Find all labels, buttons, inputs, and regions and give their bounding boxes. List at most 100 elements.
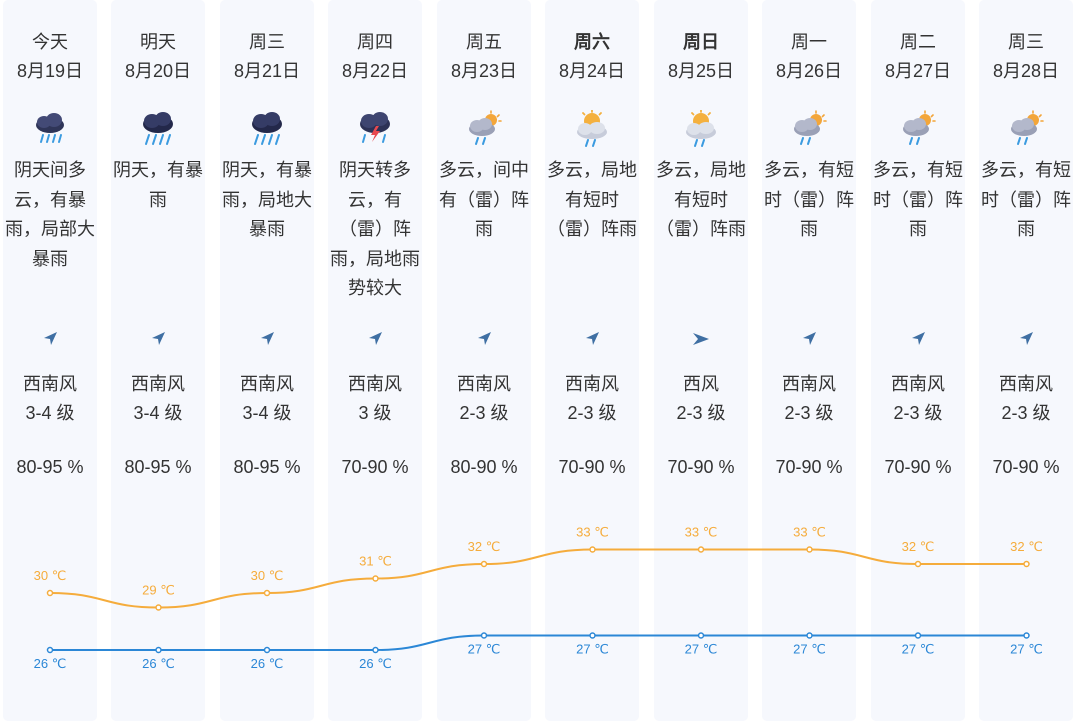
low-temp-point [697, 632, 705, 639]
high-temp-point [155, 604, 162, 611]
forecast-day-column: 周日 8月25日 多云，局地有短时（雷）阵雨 西风 2-3 级 70-90 % [654, 0, 748, 721]
wind-direction: 西南风 [23, 374, 77, 394]
wind-direction: 西南风 [457, 374, 511, 394]
sunny-cloud-shower-icon [577, 110, 607, 147]
weather-description: 多云，有短时（雷）阵雨 [873, 160, 963, 239]
high-temp-label: 33 ℃ [685, 525, 718, 540]
day-label: 明天 [140, 32, 176, 52]
wind-level: 2-3 级 [784, 403, 834, 423]
high-temp-line [49, 548, 1027, 609]
southwest-wind-arrow-icon [1020, 332, 1033, 345]
day-label: 周二 [900, 32, 936, 52]
low-temp-label: 26 ℃ [34, 656, 67, 671]
wind-direction: 西风 [683, 374, 719, 394]
high-temp-label: 32 ℃ [468, 539, 501, 554]
high-temp-label: 32 ℃ [902, 539, 935, 554]
day-label: 周三 [1008, 32, 1044, 52]
high-temp-label: 33 ℃ [793, 525, 826, 540]
forecast-day-column: 周三 8月28日 多云，有短时（雷）阵雨 西南风 2-3 级 70-90 % [979, 0, 1073, 721]
low-temp-point [46, 646, 54, 654]
wind-direction: 西南风 [131, 374, 185, 394]
humidity: 70-90 % [667, 457, 735, 477]
forecast-day-column: 周五 8月23日 多云，间中有（雷）阵雨 西南风 2-3 级 80-90 % [437, 0, 531, 721]
high-temp-point [46, 589, 54, 597]
west-wind-arrow-icon [693, 333, 709, 345]
high-temp-label: 30 ℃ [251, 568, 284, 583]
low-temp-point [589, 632, 596, 639]
weather-description: 多云，局地有短时（雷）阵雨 [656, 160, 746, 239]
weather-description: 多云，间中有（雷）阵雨 [439, 160, 529, 239]
high-temp-label: 30 ℃ [34, 568, 67, 583]
wind-level: 3 级 [358, 403, 392, 423]
day-label: 周五 [466, 32, 502, 52]
humidity: 80-95 % [124, 457, 192, 477]
weather-description: 阴天，有暴雨 [113, 160, 203, 210]
weather-description: 多云，有短时（雷）阵雨 [981, 160, 1071, 239]
high-temp-point [697, 546, 705, 553]
weather-description: 多云，有短时（雷）阵雨 [764, 160, 854, 239]
wind-level: 3-4 级 [25, 403, 75, 423]
high-temp-label: 33 ℃ [576, 525, 609, 540]
low-temp-label: 27 ℃ [468, 642, 501, 657]
forecast-day-column: 今天 8月19日 阴天间多云，有暴雨，局部大暴雨 西南风 3-4 级 80-95… [3, 0, 97, 721]
forecast-day-column: 周一 8月26日 多云，有短时（雷）阵雨 西南风 2-3 级 70-90 % [762, 0, 856, 721]
low-temp-point [372, 646, 379, 654]
date-label: 8月26日 [775, 61, 843, 81]
wind-direction: 西南风 [999, 374, 1053, 394]
high-temp-point [263, 589, 271, 597]
humidity: 80-95 % [16, 457, 84, 477]
humidity: 70-90 % [992, 457, 1060, 477]
low-temp-label: 27 ℃ [902, 642, 935, 657]
partly-cloudy-shower-icon [469, 110, 502, 145]
day-label: 周四 [357, 32, 393, 52]
wind-level: 3-4 级 [242, 403, 292, 423]
high-temp-point [1023, 560, 1030, 568]
forecast-day-column: 明天 8月20日 阴天，有暴雨 西南风 3-4 级 80-95 % [111, 0, 205, 721]
wind-direction: 西南风 [565, 374, 619, 394]
southwest-wind-arrow-icon [803, 332, 816, 345]
southwest-wind-arrow-icon [44, 332, 57, 345]
humidity: 70-90 % [341, 457, 409, 477]
date-label: 8月22日 [341, 61, 409, 81]
date-label: 8月24日 [558, 61, 626, 81]
wind-level: 2-3 级 [1001, 403, 1051, 423]
low-temp-label: 27 ℃ [1010, 642, 1043, 657]
southwest-wind-arrow-icon [912, 332, 925, 345]
low-temp-label: 26 ℃ [142, 656, 175, 671]
wind-direction: 西南风 [891, 374, 945, 394]
day-label: 周三 [249, 32, 285, 52]
date-label: 8月21日 [233, 61, 301, 81]
day-label: 今天 [32, 32, 68, 52]
southwest-wind-arrow-icon [586, 332, 599, 345]
date-label: 8月23日 [450, 61, 518, 81]
date-label: 8月20日 [124, 61, 192, 81]
low-temp-label: 27 ℃ [685, 642, 718, 657]
humidity: 70-90 % [558, 457, 626, 477]
southwest-wind-arrow-icon [261, 332, 274, 345]
heavy-rain-cloud-icon [36, 113, 64, 143]
forecast-day-column: 周六 8月24日 多云，局地有短时（雷）阵雨 西南风 2-3 级 70-90 % [545, 0, 639, 721]
date-label: 8月27日 [884, 61, 952, 81]
weather-description: 阴天，有暴雨，局地大暴雨 [222, 160, 312, 239]
wind-level: 3-4 级 [133, 403, 183, 423]
high-temp-label: 29 ℃ [142, 583, 175, 598]
partly-cloudy-shower-icon [1011, 110, 1044, 145]
sunny-cloud-shower-icon [686, 110, 716, 147]
low-temp-point [806, 632, 813, 639]
high-temp-label: 32 ℃ [1010, 539, 1043, 554]
low-temp-label: 27 ℃ [793, 642, 826, 657]
wind-direction: 西南风 [240, 374, 294, 394]
southwest-wind-arrow-icon [152, 332, 165, 345]
wind-level: 2-3 级 [459, 403, 509, 423]
date-label: 8月28日 [992, 61, 1060, 81]
high-temp-point [806, 546, 813, 553]
day-label: 周六 [574, 32, 610, 52]
southwest-wind-arrow-icon [369, 332, 382, 345]
partly-cloudy-shower-icon [794, 110, 827, 145]
forecast-day-column: 周四 8月22日 阴天转多云，有（雷）阵雨，局地雨势较大 西南风 3 级 70-… [328, 0, 422, 721]
date-label: 8月25日 [667, 61, 735, 81]
weather-description: 阴天转多云，有（雷）阵雨，局地雨势较大 [330, 160, 420, 298]
humidity: 70-90 % [775, 457, 843, 477]
